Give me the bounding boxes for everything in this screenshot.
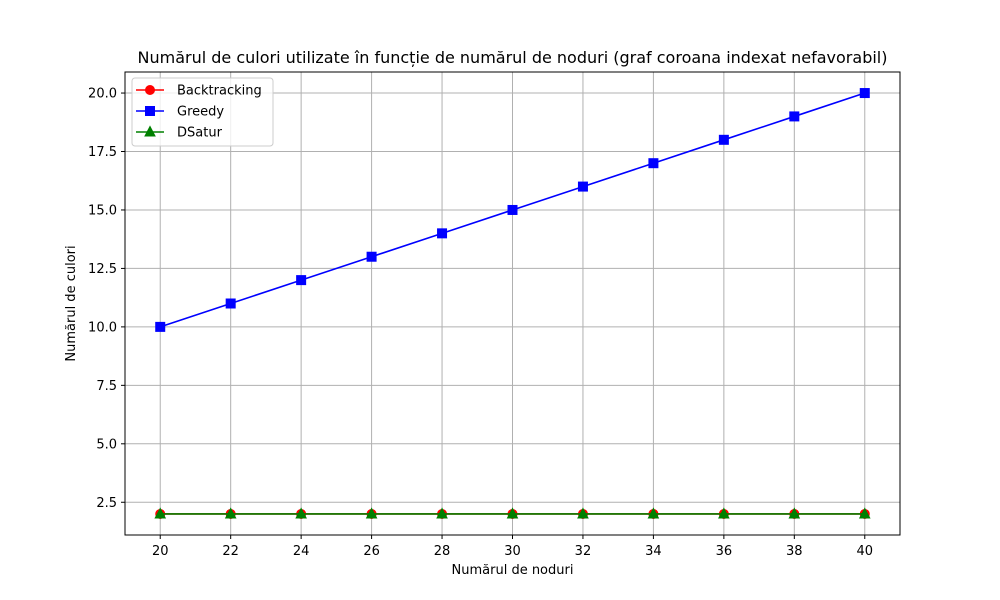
y-tick-label: 5.0 xyxy=(96,437,117,452)
legend-dsatur-label: DSatur xyxy=(177,126,223,141)
greedy-point xyxy=(507,204,518,215)
dsatur-point xyxy=(788,507,801,519)
x-tick-label: 24 xyxy=(293,544,310,559)
legend-frame xyxy=(131,77,274,147)
greedy-point xyxy=(296,275,307,286)
y-tick-label: 10.0 xyxy=(88,320,117,335)
series-layer xyxy=(154,88,871,519)
dsatur-point xyxy=(154,507,167,519)
greedy-point xyxy=(366,251,377,262)
legend-backtracking-marker xyxy=(145,85,155,95)
dsatur-point xyxy=(365,507,378,519)
legend-backtracking-label: Backtracking xyxy=(177,84,262,99)
dsatur-point xyxy=(224,507,237,519)
x-tick-label: 22 xyxy=(222,544,239,559)
y-tick-label: 7.5 xyxy=(96,379,117,394)
x-tick-label: 26 xyxy=(363,544,380,559)
dsatur-point xyxy=(718,507,730,519)
greedy-point xyxy=(718,134,729,145)
x-tick-label: 28 xyxy=(434,544,451,559)
x-axis-ticks: 20 22 24 26 28 30 32 34 36 38 40 xyxy=(152,535,873,559)
chart-title: Numărul de culori utilizate în funcție d… xyxy=(138,48,888,67)
y-axis-ticks: 2.5 5.0 7.5 10.0 12.5 15.0 17.5 20.0 xyxy=(88,87,125,511)
greedy-point xyxy=(648,158,659,169)
greedy-point xyxy=(577,181,588,192)
dsatur-point xyxy=(506,507,519,519)
x-tick-label: 32 xyxy=(575,544,592,559)
legend-greedy-marker xyxy=(145,106,155,116)
y-tick-label: 12.5 xyxy=(88,262,117,277)
greedy-point xyxy=(437,228,448,239)
x-axis-title: Numărul de noduri xyxy=(452,563,574,578)
x-tick-label: 36 xyxy=(716,544,733,559)
greedy-point xyxy=(225,298,236,309)
series-greedy xyxy=(155,88,870,332)
x-tick-label: 40 xyxy=(856,544,873,559)
greedy-point xyxy=(789,111,800,122)
dsatur-point xyxy=(436,507,448,519)
series-dsatur xyxy=(154,507,871,519)
x-tick-label: 38 xyxy=(786,544,803,559)
dsatur-point xyxy=(858,507,871,519)
greedy-point xyxy=(155,321,166,332)
dsatur-point xyxy=(577,507,589,519)
dsatur-point xyxy=(647,507,660,519)
y-tick-label: 17.5 xyxy=(88,145,117,160)
y-axis-title: Numărul de culori xyxy=(64,245,79,361)
legend-greedy-label: Greedy xyxy=(177,105,224,120)
x-tick-label: 20 xyxy=(152,544,169,559)
y-tick-label: 15.0 xyxy=(88,203,117,218)
greedy-point xyxy=(859,88,870,99)
x-tick-label: 34 xyxy=(645,544,662,559)
dsatur-point xyxy=(295,507,307,519)
legend: Backtracking Greedy DSatur xyxy=(131,77,274,147)
y-tick-label: 20.0 xyxy=(88,87,117,102)
legend-dsatur-marker xyxy=(144,125,156,137)
y-tick-label: 2.5 xyxy=(96,496,117,511)
x-tick-label: 30 xyxy=(504,544,521,559)
